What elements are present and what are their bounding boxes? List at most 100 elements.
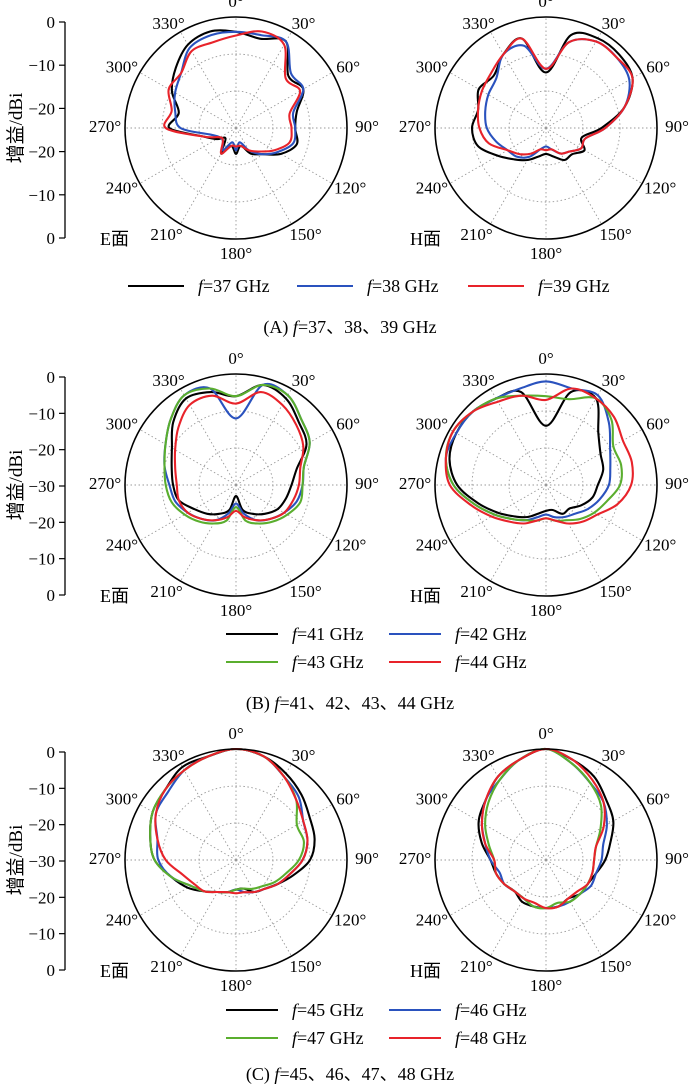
angle-tick-label: 180° bbox=[530, 244, 562, 263]
grid-spoke bbox=[490, 763, 547, 861]
legend-item: f=44 GHz bbox=[389, 652, 527, 672]
legend-item: f=45 GHz bbox=[226, 1000, 364, 1020]
legend-item: f=37 GHz bbox=[128, 276, 270, 296]
legend-item: f=41 GHz bbox=[226, 624, 364, 644]
angle-tick-label: 240° bbox=[416, 536, 448, 555]
legends: f=37 GHz f=38 GHz f=39 GHz f=41 GHz f=42 GHz… bbox=[128, 276, 610, 1048]
radial-axis: 0 −10 −20 −30 −20 −10 0 增益/dBi bbox=[5, 743, 66, 980]
y-axis-label: 增益/dBi bbox=[5, 450, 27, 521]
angle-tick-label: 210° bbox=[460, 225, 492, 244]
trace-48ghz bbox=[154, 747, 309, 895]
angle-tick-label: 270° bbox=[89, 849, 121, 868]
caption-a: (A) f=37、38、39 GHz bbox=[263, 317, 436, 338]
angle-tick-label: 30° bbox=[602, 14, 626, 33]
radial-tick-label: −10 bbox=[28, 186, 55, 205]
trace-43ghz bbox=[163, 383, 311, 525]
legend-label: f=47 GHz bbox=[292, 1028, 364, 1048]
trace-38ghz bbox=[173, 30, 305, 156]
angle-tick-label: 210° bbox=[150, 582, 182, 601]
grid-spoke bbox=[449, 859, 547, 916]
legend-label: f=37 GHz bbox=[198, 276, 270, 296]
radial-tick-label: 0 bbox=[47, 586, 56, 605]
grid-spoke bbox=[449, 804, 547, 861]
grid-spoke bbox=[545, 484, 602, 582]
legend-label: f=46 GHz bbox=[455, 1000, 527, 1020]
grid-spoke bbox=[545, 127, 602, 225]
outer-circle bbox=[434, 16, 658, 240]
grid-spoke bbox=[139, 127, 237, 184]
legend-item: f=48 GHz bbox=[389, 1028, 527, 1048]
angle-tick-label: 60° bbox=[336, 58, 360, 77]
radial-tick-label: −20 bbox=[28, 143, 55, 162]
angle-tick-label: 180° bbox=[530, 601, 562, 620]
radial-tick-label: −20 bbox=[28, 816, 55, 835]
plane-label: E面 bbox=[100, 586, 129, 606]
grid-spoke bbox=[235, 484, 333, 541]
radial-tick-label: −10 bbox=[28, 404, 55, 423]
outer-circle bbox=[434, 373, 658, 597]
angle-tick-label: 300° bbox=[416, 790, 448, 809]
grid-spoke bbox=[545, 484, 643, 541]
angle-tick-label: 270° bbox=[399, 117, 431, 136]
grid-spoke bbox=[235, 72, 333, 129]
trace-39ghz bbox=[163, 30, 302, 155]
grid-ring bbox=[161, 53, 311, 203]
radial-tick-label: −30 bbox=[28, 852, 55, 871]
grid-spoke bbox=[139, 804, 237, 861]
grid-spoke bbox=[235, 429, 333, 486]
grid-spoke bbox=[490, 388, 547, 486]
angle-tick-label: 0° bbox=[538, 0, 553, 11]
angle-tick-label: 270° bbox=[89, 474, 121, 493]
grid-spoke bbox=[490, 127, 547, 225]
angle-tick-label: 30° bbox=[292, 746, 316, 765]
grid-spoke bbox=[180, 31, 237, 129]
angle-tick-label: 120° bbox=[334, 911, 366, 930]
grid-spoke bbox=[545, 388, 602, 486]
polar-plot-A-h-plane: 0° 30° 60° 90° 120° 150° 180° 210° 240° 270° 300° 3… bbox=[399, 0, 689, 263]
trace-39ghz bbox=[476, 37, 634, 156]
grid-spoke bbox=[545, 859, 602, 957]
radial-tick-label: −10 bbox=[28, 925, 55, 944]
trace-47ghz bbox=[149, 747, 305, 894]
angle-tick-label: 90° bbox=[355, 474, 379, 493]
grid-ring bbox=[161, 410, 311, 560]
polar-plot-A-e-plane: 0° 30° 60° 90° 120° 150° 180° 210° 240° 270° 300° 3… bbox=[5, 0, 379, 263]
angle-tick-label: 300° bbox=[416, 415, 448, 434]
angle-tick-label: 210° bbox=[460, 957, 492, 976]
angle-tick-label: 120° bbox=[334, 536, 366, 555]
grid-spoke bbox=[235, 484, 292, 582]
trace-42ghz bbox=[444, 380, 612, 522]
angle-tick-label: 210° bbox=[150, 957, 182, 976]
angle-tick-label: 30° bbox=[292, 371, 316, 390]
grid-spoke bbox=[449, 127, 547, 184]
angle-tick-label: 300° bbox=[416, 58, 448, 77]
angle-tick-label: 270° bbox=[89, 117, 121, 136]
plane-label: H面 bbox=[410, 586, 441, 606]
legend-label: f=44 GHz bbox=[455, 652, 527, 672]
angle-tick-label: 90° bbox=[355, 117, 379, 136]
trace-44ghz bbox=[444, 387, 634, 525]
angle-tick-label: 330° bbox=[152, 746, 184, 765]
angle-tick-label: 300° bbox=[106, 58, 138, 77]
radial-tick-label: 0 bbox=[47, 13, 56, 32]
angle-tick-label: 90° bbox=[665, 117, 689, 136]
angle-tick-label: 300° bbox=[106, 415, 138, 434]
radial-tick-label: 0 bbox=[47, 743, 56, 762]
angle-tick-label: 120° bbox=[644, 536, 676, 555]
angle-tick-label: 270° bbox=[399, 849, 431, 868]
legend-label: f=41 GHz bbox=[292, 624, 364, 644]
grid-spoke bbox=[490, 31, 547, 129]
angle-tick-label: 180° bbox=[220, 601, 252, 620]
angle-tick-label: 150° bbox=[599, 225, 631, 244]
plane-label: E面 bbox=[100, 229, 129, 249]
polar-plot-C-e-plane: 0° 30° 60° 90° 120° 150° 180° 210° 240° 270° 300° 3… bbox=[5, 724, 379, 995]
angle-tick-label: 180° bbox=[220, 976, 252, 995]
polar-plot-B-h-plane: 0° 30° 60° 90° 120° 150° 180° 210° 240° 270° 300° 3… bbox=[399, 349, 689, 620]
radial-tick-label: 0 bbox=[47, 229, 56, 248]
grid-spoke bbox=[139, 859, 237, 916]
legend-item: f=47 GHz bbox=[226, 1028, 364, 1048]
grid-spoke bbox=[449, 429, 547, 486]
grid-spoke bbox=[139, 484, 237, 541]
angle-tick-label: 90° bbox=[355, 849, 379, 868]
radial-tick-label: −10 bbox=[28, 779, 55, 798]
